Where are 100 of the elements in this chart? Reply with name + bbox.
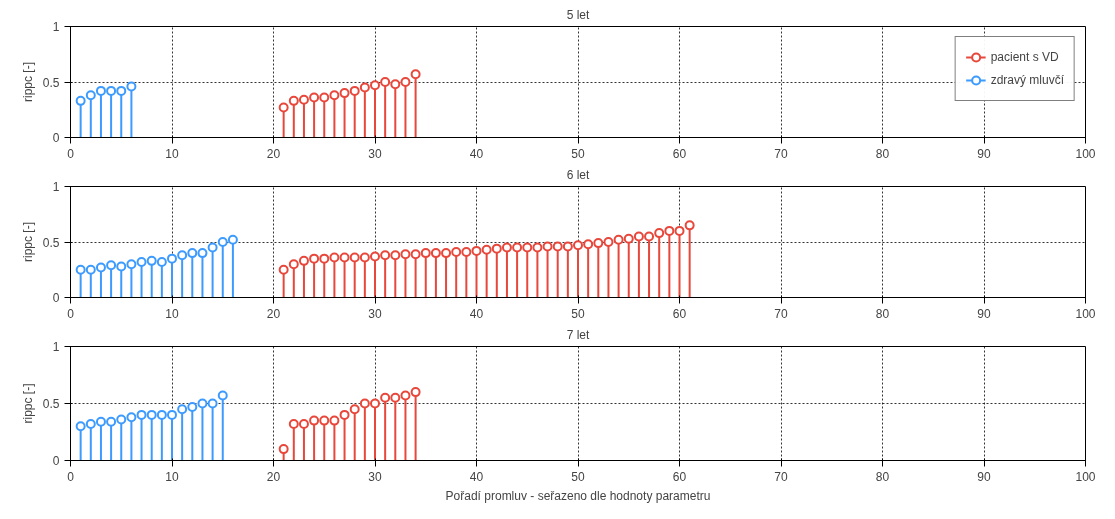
- point: [481, 244, 492, 255]
- point: [75, 421, 86, 432]
- point: [319, 415, 330, 426]
- point: [359, 252, 370, 263]
- point: [136, 256, 147, 267]
- y-tick-label: 0: [52, 454, 60, 468]
- point: [126, 259, 137, 270]
- x-tick-label: 30: [368, 146, 382, 161]
- x-tick-label: 90: [977, 306, 991, 321]
- point: [380, 77, 391, 87]
- point: [156, 256, 167, 267]
- y-axis-title: rippc [-]: [20, 221, 35, 262]
- x-tick-label: 100: [1075, 306, 1096, 321]
- point: [339, 88, 350, 99]
- point: [583, 239, 594, 250]
- point: [177, 404, 188, 415]
- chart-title: 6 let: [566, 167, 591, 182]
- x-tick-label: 80: [875, 469, 890, 484]
- point: [85, 419, 96, 430]
- point: [410, 69, 421, 80]
- point: [116, 414, 127, 425]
- y-tick-label: 1: [52, 340, 60, 354]
- point: [613, 234, 624, 245]
- point: [380, 392, 391, 403]
- x-tick-label: 60: [672, 146, 687, 161]
- point: [349, 404, 360, 415]
- point: [573, 240, 583, 251]
- x-tick-label: 70: [774, 146, 788, 161]
- point: [370, 251, 380, 262]
- point: [288, 259, 299, 270]
- point: [106, 416, 117, 427]
- point: [187, 401, 198, 412]
- y-tick-label: 0.5: [42, 75, 60, 90]
- x-tick-label: 50: [571, 306, 585, 321]
- x-tick-label: 70: [774, 306, 788, 321]
- point: [664, 225, 675, 236]
- x-tick-label: 20: [266, 146, 281, 161]
- point: [75, 264, 86, 275]
- point: [146, 255, 157, 266]
- point: [95, 85, 106, 96]
- legend-label: zdravý mluvčí: [990, 73, 1064, 87]
- point: [349, 252, 360, 263]
- x-axis-title: Pořadí promluv - seřazeno dle hodnoty parametru: [445, 488, 711, 503]
- x-tick-label: 40: [469, 306, 484, 321]
- point: [400, 77, 411, 87]
- point: [390, 250, 401, 261]
- point: [298, 94, 309, 105]
- point: [410, 387, 421, 398]
- x-tick-label: 10: [165, 469, 179, 484]
- point: [329, 252, 340, 263]
- point: [623, 233, 634, 244]
- point: [288, 419, 299, 430]
- y-tick-label: 0.5: [42, 397, 60, 411]
- x-tick-label: 50: [571, 469, 585, 484]
- point: [95, 416, 106, 427]
- x-tick-label: 40: [469, 469, 484, 484]
- point: [146, 409, 157, 420]
- point: [329, 90, 340, 101]
- point: [136, 409, 147, 420]
- point: [319, 253, 330, 264]
- point: [278, 102, 289, 113]
- x-tick-label: 10: [165, 306, 179, 321]
- x-tick-label: 20: [266, 469, 281, 484]
- point: [359, 398, 370, 409]
- x-tick-label: 10: [165, 146, 179, 161]
- point: [126, 412, 137, 423]
- x-tick-label: 50: [571, 146, 585, 161]
- x-tick-label: 70: [774, 469, 788, 484]
- point: [95, 262, 106, 273]
- point: [319, 92, 330, 103]
- point: [329, 415, 340, 426]
- point: [106, 85, 117, 96]
- x-tick-label: 40: [469, 146, 484, 161]
- point: [380, 250, 391, 261]
- point: [207, 242, 218, 253]
- chart-title: 7 let: [566, 327, 591, 342]
- point: [390, 392, 401, 403]
- point: [593, 238, 604, 249]
- point: [654, 228, 665, 239]
- point: [542, 241, 553, 252]
- point: [603, 237, 614, 247]
- point: [298, 419, 309, 430]
- x-tick-label: 80: [875, 146, 890, 161]
- point: [633, 231, 644, 242]
- point: [227, 234, 238, 245]
- point: [562, 241, 573, 252]
- point: [451, 247, 462, 257]
- point: [644, 231, 655, 242]
- point: [197, 398, 208, 409]
- point: [400, 249, 411, 260]
- point: [85, 90, 96, 101]
- point: [177, 250, 188, 261]
- point: [501, 242, 512, 253]
- point: [512, 242, 523, 253]
- legend-label: pacient s VD: [990, 50, 1059, 64]
- point: [207, 398, 218, 409]
- point: [309, 253, 320, 264]
- point: [410, 249, 421, 260]
- x-tick-label: 0: [67, 469, 75, 484]
- x-tick-label: 90: [977, 146, 991, 161]
